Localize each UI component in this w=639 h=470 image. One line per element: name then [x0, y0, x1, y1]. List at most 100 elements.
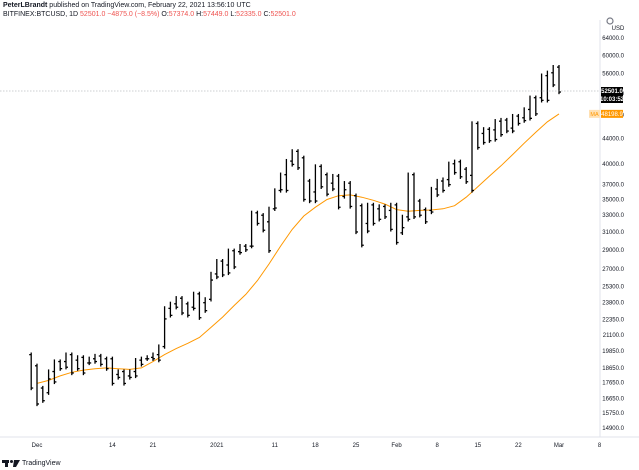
ohlc-bar: [377, 204, 382, 222]
ohlc-bar: [69, 352, 74, 376]
ohlc-bar: [499, 117, 503, 137]
tradingview-footer[interactable]: TradingView: [2, 458, 61, 469]
last-price: 52501.0: [80, 11, 106, 18]
x-tick-label: Mar: [554, 443, 564, 449]
ohlc-bar: [481, 127, 486, 145]
symbol-legend: BITFINEX:BTCUSD, 1D 52501.0 −4875.0 (−8.…: [3, 11, 296, 18]
ohlc-bar: [249, 210, 254, 249]
ohlc-bar: [278, 172, 283, 193]
ohlc-bar: [220, 258, 225, 278]
ohlc-bar: [81, 355, 86, 376]
y-tick-label: 44000.0: [602, 136, 624, 142]
ma-label: MA: [590, 112, 599, 118]
ohlc-bar: [383, 204, 387, 220]
ohlc-bar: [365, 202, 370, 234]
y-tick-label: 21100.0: [603, 333, 625, 339]
low-label: L:: [230, 11, 237, 18]
published-text: published on TradingView.com, February 2…: [49, 2, 251, 9]
ohlc-bar: [296, 149, 300, 170]
ohlc-bar: [493, 119, 498, 142]
ohlc-bar: [226, 248, 231, 276]
ohlc-bar: [64, 352, 68, 370]
ohlc-bar: [127, 369, 132, 380]
last-price-badge-text: 52501.0: [601, 89, 623, 95]
ohlc-bar: [162, 306, 167, 349]
y-tick-label: 35000.0: [602, 197, 624, 203]
ohlc-bar: [232, 248, 237, 270]
x-tick-label: 2021: [210, 443, 224, 449]
ohlc-bar: [243, 244, 248, 252]
ohlc-bar: [528, 95, 532, 121]
ohlc-bar: [104, 356, 109, 371]
y-tick-label: 29000.0: [602, 248, 624, 254]
ohlc-bar: [40, 385, 45, 403]
ohlc-bar: [290, 149, 295, 167]
y-tick-label: 56000.0: [602, 72, 624, 78]
ohlc-bar: [348, 181, 353, 209]
ma-label-badge: [589, 109, 600, 118]
y-tick-label: 16650.0: [602, 396, 624, 402]
ohlc-bar: [35, 363, 39, 407]
ohlc-bar: [272, 188, 277, 211]
y-tick-label: 40000.0: [602, 162, 624, 168]
ohlc-bar: [533, 95, 538, 117]
y-tick-label: 19850.0: [602, 349, 624, 355]
ohlc-bar: [197, 291, 202, 320]
ohlc-bar: [174, 296, 179, 310]
y-tick-label: 25300.0: [602, 284, 624, 290]
ohlc-bar: [446, 161, 451, 187]
y-tick-label: 27000.0: [602, 267, 624, 273]
x-tick-label: Feb: [391, 443, 402, 449]
ohlc-bar: [400, 214, 405, 235]
x-tick-label: 22: [515, 443, 522, 449]
close-value: 52501.0: [270, 11, 296, 18]
ohlc-bar: [388, 202, 393, 232]
high-label: H:: [196, 11, 204, 18]
tradingview-logo-icon: [2, 460, 20, 467]
countdown-text: 10:03:52: [600, 97, 625, 103]
settings-gear-icon[interactable]: [606, 17, 614, 25]
y-tick-label: 60000.0: [602, 53, 624, 59]
x-tick-label: Dec: [32, 443, 43, 449]
ohlc-bar: [342, 181, 347, 199]
publisher-name[interactable]: PeterLBrandt: [3, 2, 48, 9]
ohlc-bar: [522, 107, 527, 123]
ohlc-bar: [93, 353, 97, 364]
ohlc-bar: [261, 213, 266, 233]
ohlc-bar: [313, 164, 318, 204]
ohlc-bar: [185, 301, 190, 318]
ohlc-bar: [539, 73, 544, 103]
ohlc-bar: [464, 167, 469, 184]
close-label: C:: [263, 11, 271, 18]
ohlc-bar: [214, 258, 219, 280]
ohlc-bar: [307, 178, 312, 204]
open-value: 57374.0: [168, 11, 195, 18]
y-tick-label: 22350.0: [602, 318, 624, 324]
ohlc-bar: [458, 159, 463, 179]
ohlc-bar: [267, 206, 271, 253]
y-tick-label: 14900.0: [602, 426, 624, 432]
countdown-badge: [601, 94, 623, 103]
ohlc-bar: [504, 117, 509, 134]
ohlc-bar: [284, 158, 289, 193]
y-tick-label: 31000.0: [602, 230, 624, 236]
ohlc-bar: [510, 113, 515, 134]
y-tick-label: 33000.0: [602, 213, 624, 219]
ohlc-bar: [325, 172, 329, 197]
ohlc-bar: [429, 186, 434, 215]
price-change: −4875.0 (−8.5%): [107, 11, 160, 18]
ohlc-bar: [203, 297, 208, 313]
ohlc-bar: [122, 369, 126, 386]
x-tick-label: 15: [474, 443, 481, 449]
ohlc-bar: [452, 159, 457, 175]
open-label: O:: [161, 11, 169, 18]
ohlc-bar: [394, 202, 399, 245]
ohlc-bar: [29, 352, 34, 391]
ma-value-badge: [601, 109, 623, 118]
y-tick-label: 64000.0: [602, 36, 624, 42]
y-axis-unit: USD: [612, 26, 625, 32]
ohlc-bar: [98, 353, 103, 367]
x-tick-label: 25: [353, 443, 360, 449]
high-value: 57449.0: [203, 11, 229, 18]
